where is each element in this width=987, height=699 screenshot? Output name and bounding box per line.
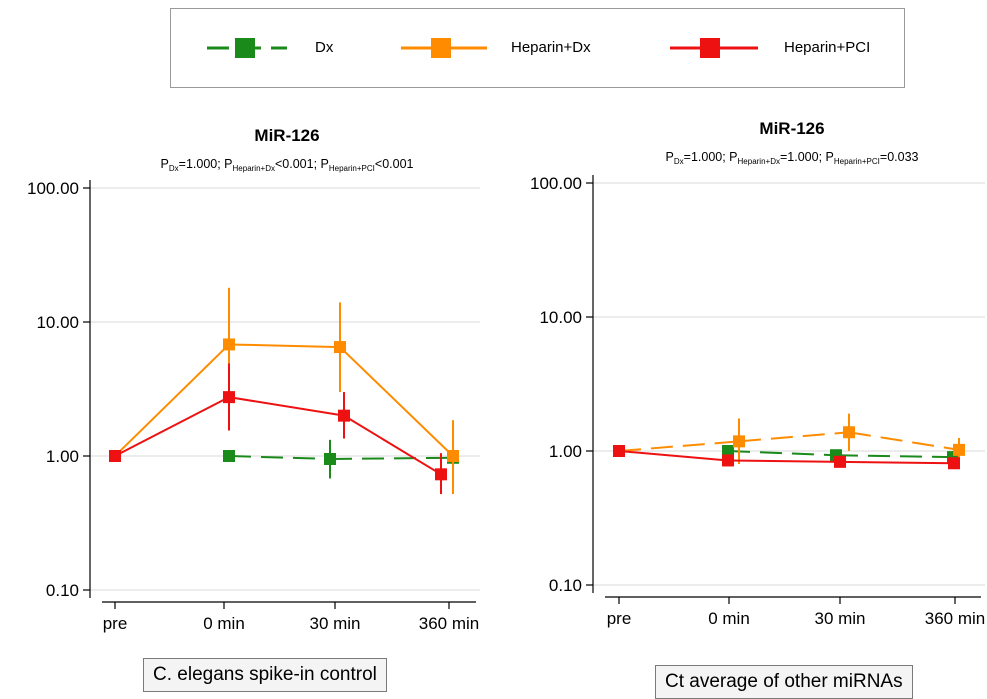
x-tick-label: 360 min: [419, 614, 479, 633]
data-point: [223, 450, 235, 462]
data-point: [613, 445, 625, 457]
series-line-segment: [839, 460, 955, 465]
data-point: [109, 450, 121, 462]
y-tick-label: 1.00: [549, 442, 582, 461]
series-dx: [223, 438, 459, 479]
chart-subtitle: PDx=1.000; PHeparin+Dx<0.001; PHeparin+P…: [161, 157, 414, 173]
data-point: [733, 435, 745, 448]
chart-title: MiR-126: [759, 119, 824, 138]
y-tick-label: 0.10: [46, 581, 79, 600]
series-line-segment: [727, 450, 837, 457]
x-tick-label: 30 min: [814, 609, 865, 628]
y-tick-label: 100.00: [27, 179, 79, 198]
chart-subtitle: PDx=1.000; PHeparin+Dx=1.000; PHeparin+P…: [666, 150, 919, 166]
legend: Dx Heparin+Dx Heparin+PCI: [170, 8, 905, 88]
chart-panel-2: 100.00 10.00 1.00 0.10 pre 0 min 30 min 360 min…: [530, 119, 985, 628]
legend-swatch-heparin-dx: [401, 38, 487, 58]
data-point: [834, 455, 846, 468]
series-line-segment: [848, 431, 960, 451]
series-line-segment: [228, 343, 341, 349]
x-tick-label: 0 min: [708, 609, 750, 628]
x-tick-label: 0 min: [203, 614, 245, 633]
caption-right: Ct average of other miRNAs: [655, 665, 913, 699]
series-line-segment: [343, 414, 442, 476]
series-line-segment: [114, 396, 230, 457]
legend-label: Dx: [315, 39, 334, 56]
data-point: [953, 443, 965, 456]
series-line-segment: [835, 454, 954, 459]
series-line-segment: [114, 343, 230, 457]
series-line-segment: [329, 456, 454, 460]
data-point: [223, 391, 235, 404]
x-tick-label: pre: [103, 614, 128, 633]
data-point: [324, 452, 336, 465]
series-line-segment: [738, 431, 850, 443]
y-tick-label: 100.00: [530, 174, 582, 193]
series-heparin-pci: [613, 445, 960, 470]
data-point: [722, 445, 734, 457]
series-line-segment: [618, 450, 729, 462]
series-line-segment: [618, 440, 740, 452]
data-point: [447, 450, 459, 462]
series-line-segment: [727, 459, 841, 463]
caption-left: C. elegans spike-in control: [143, 658, 387, 692]
chart-panel-1: 100.00 10.00 1.00 0.10 pre 0 min 30 min 360 min…: [27, 126, 480, 633]
series-line-segment: [339, 346, 454, 457]
series-line-segment: [228, 455, 331, 460]
data-point: [338, 409, 350, 422]
data-point: [843, 426, 855, 439]
series-heparin-dx: [109, 287, 459, 495]
series-heparin-pci: [109, 363, 447, 495]
x-tick-label: 30 min: [309, 614, 360, 633]
data-point: [722, 454, 734, 467]
y-tick-label: 10.00: [539, 308, 582, 327]
data-point: [334, 341, 346, 354]
legend-swatch-heparin-pci: [670, 38, 758, 58]
data-point: [223, 338, 235, 351]
y-tick-label: 10.00: [36, 313, 79, 332]
y-tick-label: 0.10: [549, 576, 582, 595]
data-point: [948, 457, 960, 470]
x-tick-label: 360 min: [925, 609, 985, 628]
chart-title: MiR-126: [254, 126, 319, 145]
legend-label: Heparin+Dx: [511, 39, 591, 56]
series-line-segment: [228, 396, 345, 417]
legend-swatch-dx: [207, 38, 287, 58]
y-tick-label: 1.00: [46, 447, 79, 466]
data-point: [435, 468, 447, 481]
x-tick-label: pre: [607, 609, 632, 628]
legend-label: Heparin+PCI: [784, 39, 871, 56]
